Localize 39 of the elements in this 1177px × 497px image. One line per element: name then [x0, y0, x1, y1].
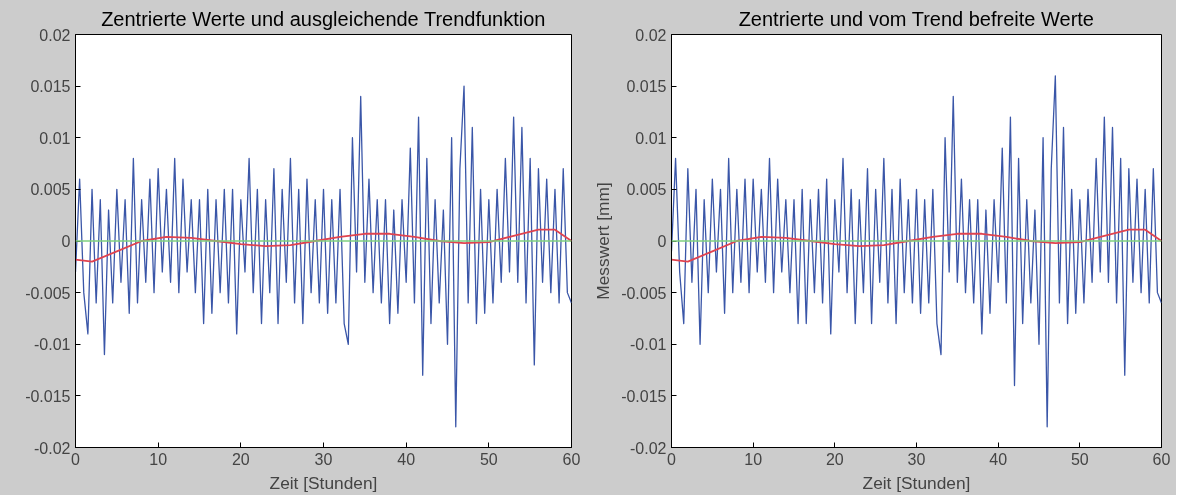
- x-tick-label: 60: [562, 450, 581, 468]
- chart-title: Zentrierte und vom Trend befreite Werte: [738, 7, 1094, 30]
- y-tick-label: -0.02: [630, 439, 667, 457]
- y-axis-title: Messwert [mm]: [593, 182, 614, 300]
- x-tick-label: 30: [907, 450, 926, 468]
- y-tick-label: -0.005: [25, 284, 71, 302]
- y-tick-label: 0.015: [30, 78, 71, 96]
- x-tick-label: 40: [989, 450, 1008, 468]
- x-tick-label: 50: [479, 450, 498, 468]
- y-tick-label: 0.02: [635, 26, 667, 44]
- x-tick-label: 30: [314, 450, 333, 468]
- y-tick-label: -0.015: [621, 387, 667, 405]
- y-tick-label: -0.01: [630, 336, 667, 354]
- y-tick-label: 0: [61, 233, 71, 250]
- y-tick-label: 0: [657, 233, 667, 250]
- line-series: [671, 228, 1162, 263]
- line-series: [671, 75, 1162, 428]
- y-tick-label: -0.015: [25, 387, 71, 405]
- y-tick-label: 0.015: [626, 78, 667, 96]
- x-tick-label: 10: [744, 450, 763, 468]
- x-tick-label: 20: [231, 450, 250, 468]
- y-tick-label: 0.005: [626, 181, 667, 199]
- x-tick-label: 10: [149, 450, 168, 468]
- x-tick-label: 50: [1070, 450, 1089, 468]
- y-tick-label: 0.005: [30, 181, 71, 199]
- x-tick-label: 60: [1152, 450, 1171, 468]
- line-series: [75, 85, 572, 428]
- y-tick-label: -0.02: [34, 439, 71, 457]
- y-tick-label: 0.02: [39, 26, 71, 44]
- y-tick-label: -0.005: [621, 284, 667, 302]
- y-tick-label: 0.01: [635, 129, 667, 147]
- chart-title: Zentrierte Werte und ausgleichende Trendfunktion: [101, 7, 546, 30]
- y-tick-label: -0.01: [34, 336, 71, 354]
- x-axis-title: Zeit [Stunden]: [269, 472, 378, 493]
- line-series: [75, 228, 572, 263]
- x-tick-label: 20: [825, 450, 844, 468]
- x-tick-label: 40: [397, 450, 416, 468]
- y-tick-label: 0.01: [39, 129, 71, 147]
- x-axis-title: Zeit [Stunden]: [862, 472, 971, 493]
